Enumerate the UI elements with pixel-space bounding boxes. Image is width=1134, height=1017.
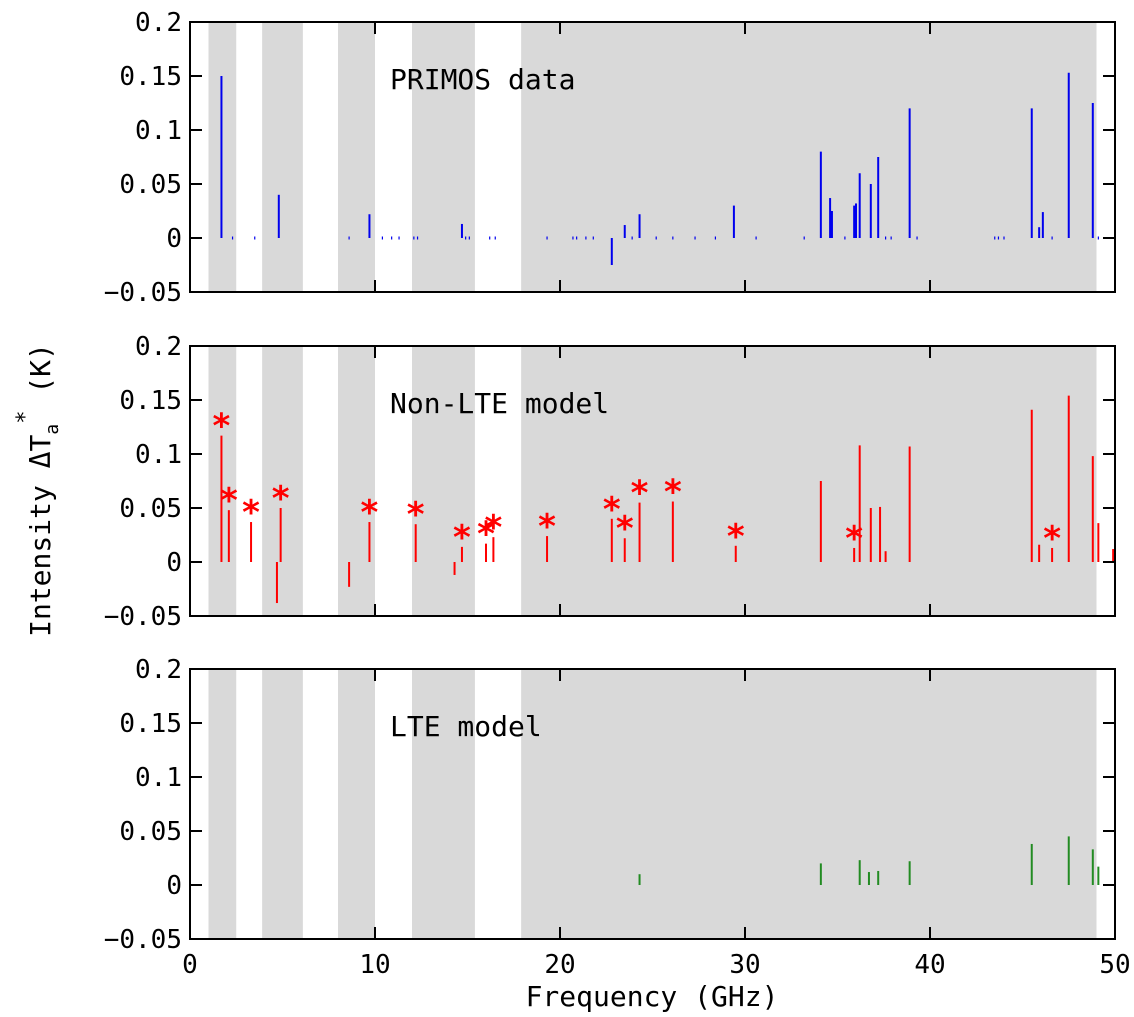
y-axis-label: Intensity ΔTa * (K) <box>13 343 63 637</box>
shaded-band <box>338 346 375 616</box>
y-tick-label: 0.1 <box>135 440 182 470</box>
y-axis-label-unit: (K) <box>24 343 57 410</box>
star-marker: * <box>242 493 260 533</box>
shaded-band <box>262 22 303 292</box>
panel-1: −0.05 0 0.05 0.1 0.15 0.2 PRIMOS data <box>104 8 1116 308</box>
x-axis-label: Frequency (GHz) <box>526 980 779 1013</box>
y-tick-label: 0.1 <box>135 116 182 146</box>
panel-frame <box>189 345 1116 617</box>
shaded-band <box>521 669 1097 939</box>
y-axis-label-text: Intensity <box>24 468 57 637</box>
panel-3: −0.05 0 0.05 0.1 0.15 0.2 LTE model <box>104 655 1116 955</box>
y-tick-label: 0.2 <box>135 332 182 362</box>
x-tick-label: 10 <box>359 950 390 980</box>
star-marker: * <box>603 490 621 530</box>
y-tick-label: 0.05 <box>119 170 182 200</box>
x-tick-label: 30 <box>729 950 760 980</box>
y-tick-label: 0 <box>166 871 182 901</box>
y-tick-label: 0 <box>166 224 182 254</box>
shaded-band <box>412 22 475 292</box>
panel-title: LTE model <box>390 710 542 743</box>
x-tick-label: 20 <box>544 950 575 980</box>
y-axis-label-symbol: ΔT <box>24 434 57 468</box>
star-marker: * <box>213 407 231 447</box>
y-tick-label: 0.15 <box>119 386 182 416</box>
shaded-band <box>338 22 375 292</box>
star-marker: * <box>538 507 556 547</box>
shaded-band <box>338 669 375 939</box>
panel-title: PRIMOS data <box>390 63 575 96</box>
y-tick-label: 0.2 <box>135 8 182 38</box>
y-tick-label: −0.05 <box>104 278 182 308</box>
star-marker: * <box>485 508 503 548</box>
star-marker: * <box>453 518 471 558</box>
star-marker: * <box>631 474 649 514</box>
y-axis-label-superscript: * <box>13 411 38 424</box>
y-tick-label: 0.15 <box>119 709 182 739</box>
shaded-band <box>412 669 475 939</box>
y-tick-label: 0.05 <box>119 817 182 847</box>
y-tick-label: 0.05 <box>119 494 182 524</box>
star-marker: * <box>477 515 495 555</box>
shaded-band <box>521 346 1097 616</box>
star-marker: * <box>1043 519 1061 559</box>
panel-frame <box>189 668 1116 940</box>
y-tick-label: −0.05 <box>104 925 182 955</box>
y-tick-label: −0.05 <box>104 602 182 632</box>
y-axis-label-subscript: a <box>42 424 63 435</box>
star-marker: * <box>272 479 290 519</box>
panel-2: ** * * * ** ** * *** ** * *−0.0500.050.10.150.2Non… <box>104 332 1116 632</box>
shaded-band <box>521 22 1097 292</box>
shaded-band <box>208 669 237 939</box>
panel-frame <box>189 21 1116 293</box>
y-tick-label: 0.2 <box>135 655 182 685</box>
star-marker: * <box>220 481 238 521</box>
x-tick-label: 40 <box>914 950 945 980</box>
star-marker: * <box>616 509 634 549</box>
star-marker: * <box>407 495 425 535</box>
x-tick-label: 50 <box>1099 950 1130 980</box>
star-marker: * <box>727 517 745 557</box>
x-tick-label: 0 <box>182 950 198 980</box>
star-marker: * <box>361 493 379 533</box>
y-tick-label: 0.15 <box>119 62 182 92</box>
shaded-band <box>262 346 303 616</box>
panel-title: Non-LTE model <box>390 387 609 420</box>
y-tick-label: 0 <box>166 548 182 578</box>
star-marker: * <box>664 473 682 513</box>
shaded-band <box>262 669 303 939</box>
shaded-band <box>412 346 475 616</box>
y-tick-label: 0.1 <box>135 763 182 793</box>
